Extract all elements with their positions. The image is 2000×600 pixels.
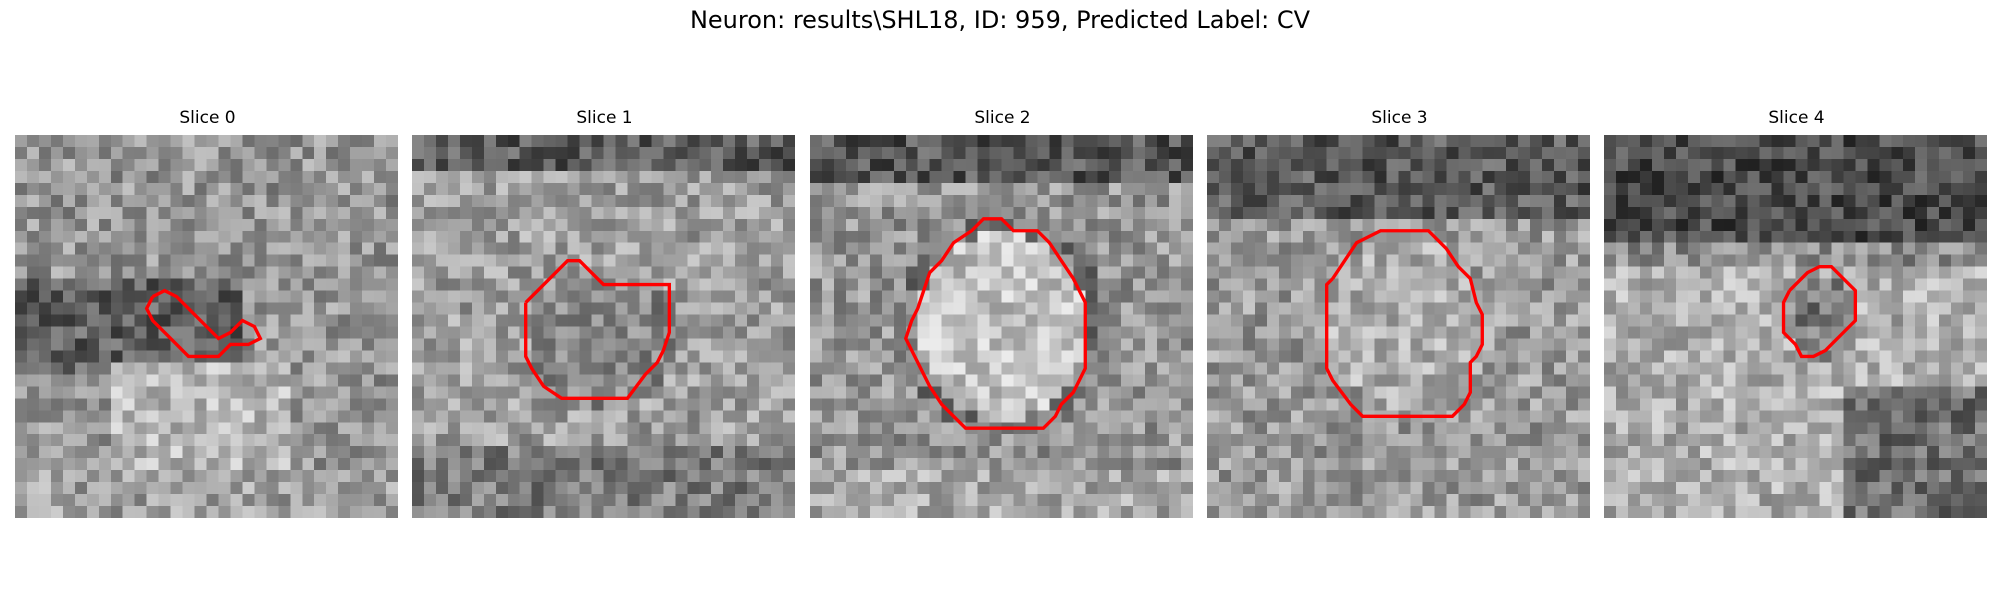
slice-pixels-4 — [1604, 135, 1987, 518]
slice-image-3 — [1207, 135, 1590, 518]
slice-pixels-3 — [1207, 135, 1590, 518]
roi-contour-1 — [524, 258, 672, 400]
slice-title-0: Slice 0 — [179, 108, 236, 128]
slice-image-1 — [412, 135, 795, 518]
slice-title-4: Slice 4 — [1768, 108, 1825, 128]
slice-title-2: Slice 2 — [974, 108, 1031, 128]
slice-title-3: Slice 3 — [1371, 108, 1428, 128]
roi-contour-3 — [1325, 229, 1484, 418]
roi-contour-4 — [1781, 264, 1858, 359]
slice-pixels-0 — [15, 135, 398, 518]
roi-contour-2 — [903, 217, 1087, 430]
figure-title: Neuron: results\SHL18, ID: 959, Predicte… — [689, 6, 1311, 34]
slice-image-0 — [15, 135, 398, 518]
slice-title-1: Slice 1 — [576, 108, 633, 128]
roi-contour-0 — [144, 288, 263, 359]
slice-image-2 — [810, 135, 1193, 518]
slice-image-4 — [1604, 135, 1987, 518]
slice-pixels-1 — [412, 135, 795, 518]
slice-pixels-2 — [810, 135, 1193, 518]
